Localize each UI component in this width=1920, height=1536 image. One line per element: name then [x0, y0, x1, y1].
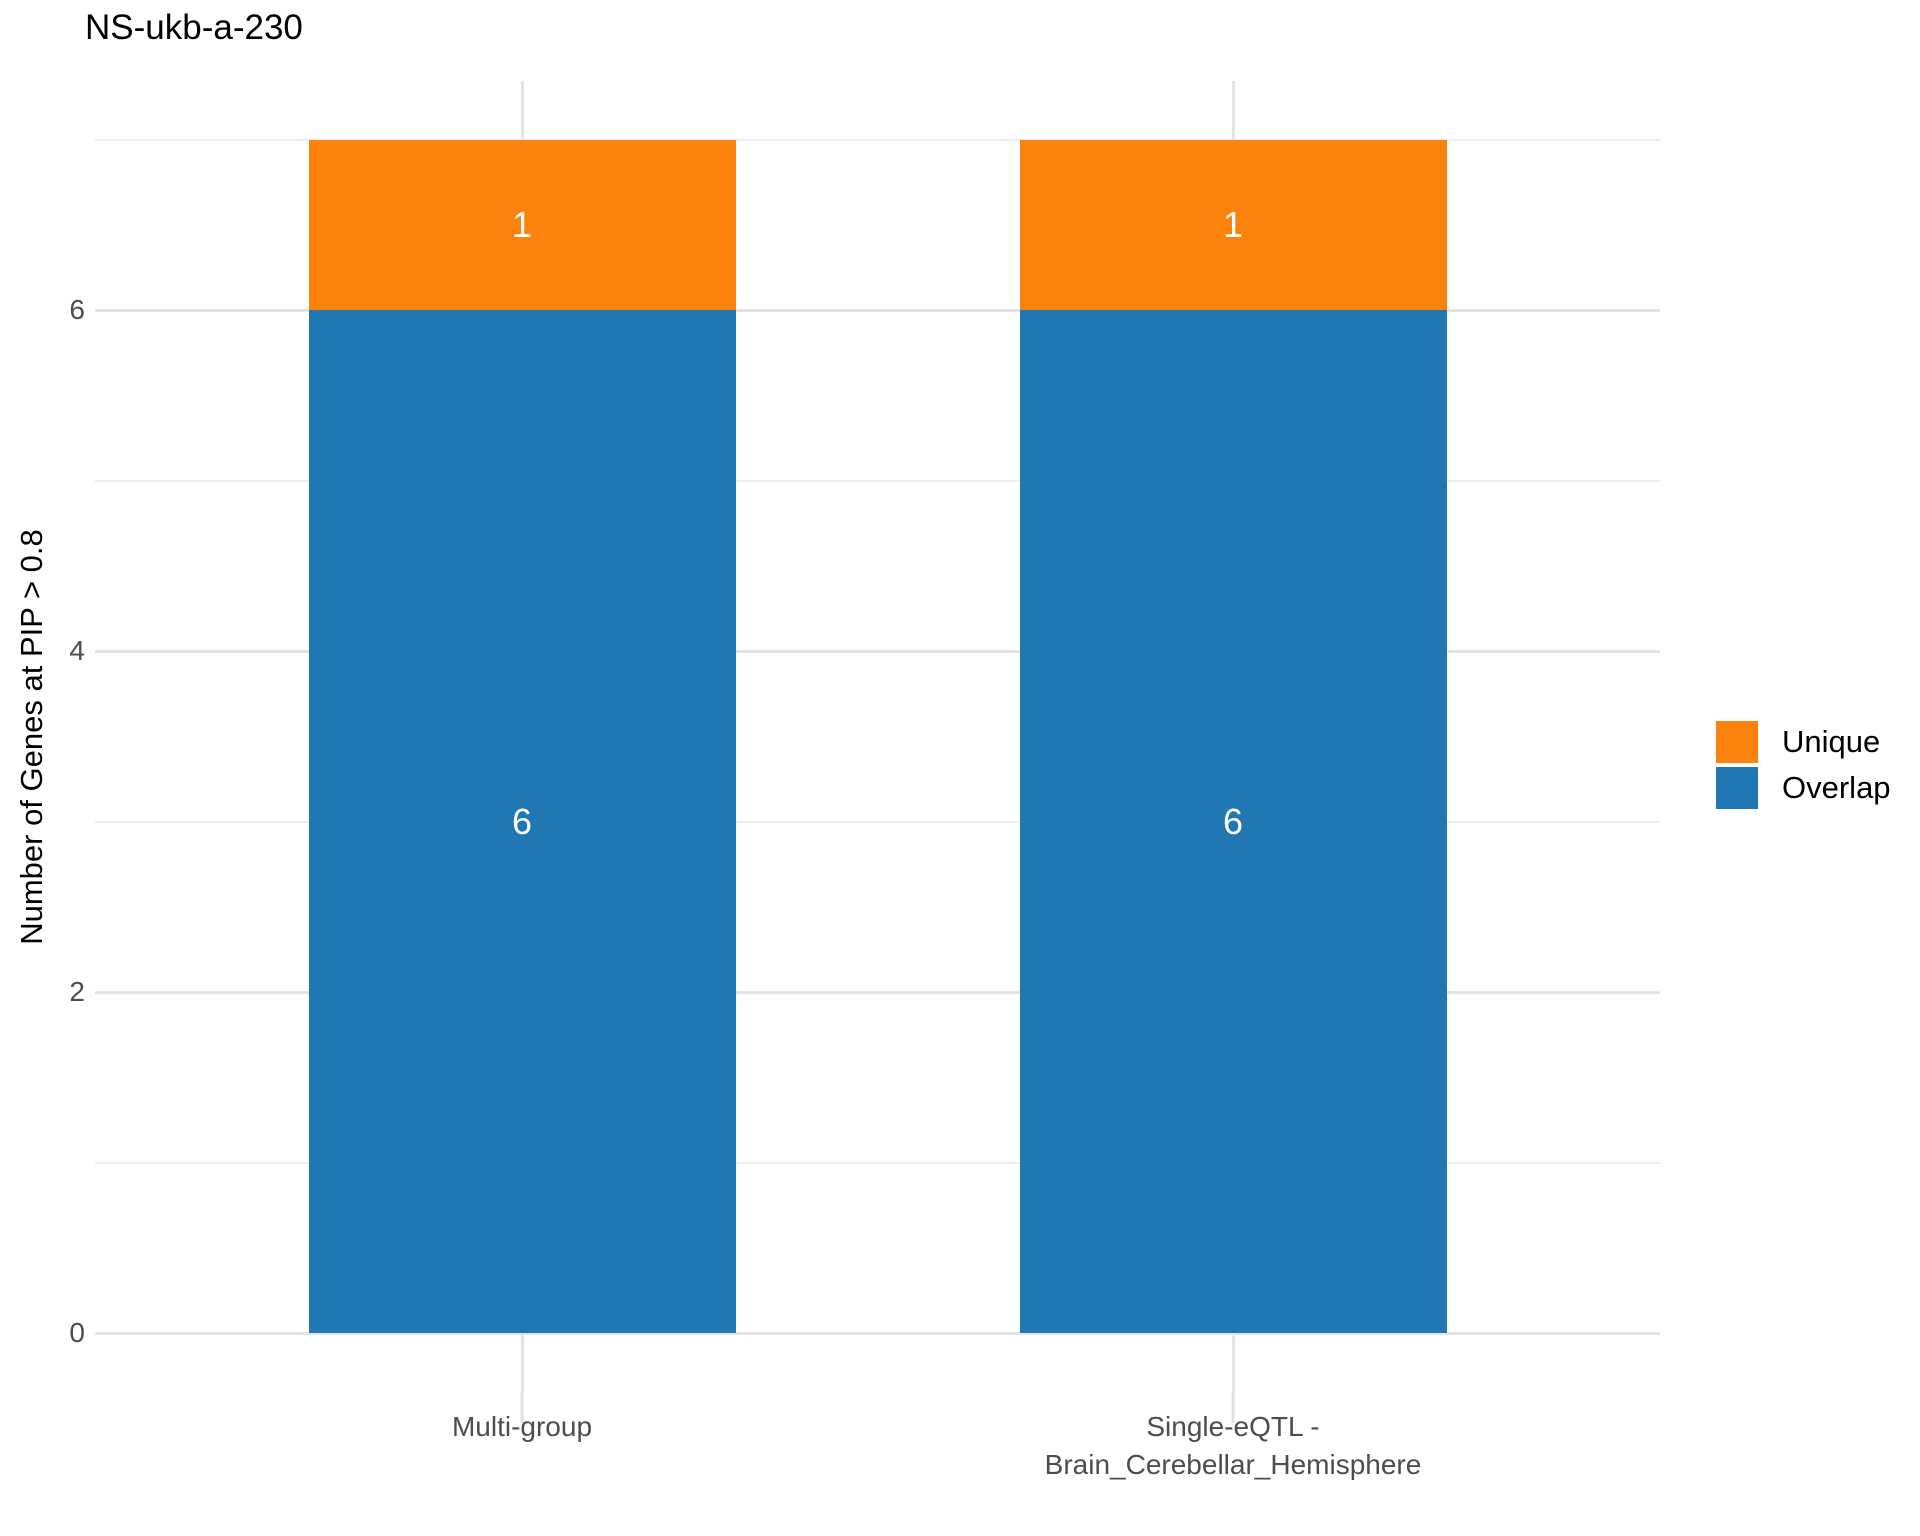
x-tick-label: Multi-group	[242, 1408, 802, 1446]
x-tick-label: Single-eQTL - Brain_Cerebellar_Hemisphere	[953, 1408, 1513, 1484]
gridline-major	[95, 1331, 1660, 1335]
legend-label: Unique	[1782, 724, 1881, 759]
y-tick-label: 2	[69, 976, 85, 1007]
bar-segment-overlap	[308, 310, 736, 1333]
bar-segment-unique	[308, 139, 736, 310]
gridline-major	[95, 308, 1660, 312]
gridline-major	[95, 990, 1660, 994]
plot-panel: 6 1 6 1	[95, 81, 1660, 1393]
legend-swatch-overlap	[1716, 767, 1758, 809]
x-tick-label-line: Brain_Cerebellar_Hemisphere	[1044, 1449, 1422, 1480]
legend-swatch-unique	[1716, 721, 1758, 763]
legend: Unique Overlap	[1716, 721, 1891, 813]
y-tick-label: 6	[69, 294, 85, 325]
x-tick-mark	[1231, 1393, 1235, 1423]
legend-item: Unique	[1716, 721, 1891, 763]
x-tick-mark	[520, 1393, 524, 1423]
y-tick-label: 4	[69, 635, 85, 666]
x-tick-label-line: Multi-group	[451, 1411, 593, 1442]
bar-segment-overlap	[1019, 310, 1447, 1333]
gridline-minor	[95, 820, 1660, 823]
bar-value-label: 1	[511, 203, 533, 245]
legend-item: Overlap	[1716, 767, 1891, 809]
bar-value-label: 6	[511, 800, 533, 842]
bar-value-label: 1	[1222, 203, 1244, 245]
legend-label: Overlap	[1782, 770, 1891, 805]
gridline-minor	[95, 138, 1660, 141]
gridline-major	[95, 649, 1660, 653]
bar-value-label: 6	[1222, 800, 1244, 842]
bar-segment-unique	[1019, 139, 1447, 310]
y-tick-label: 0	[69, 1317, 85, 1348]
gridline-minor	[95, 1161, 1660, 1164]
gridline-minor	[95, 479, 1660, 482]
chart-title: NS-ukb-a-230	[85, 8, 303, 47]
x-tick-label-line: Single-eQTL -	[1146, 1411, 1320, 1442]
y-axis-title: Number of Genes at PIP > 0.8	[14, 529, 49, 945]
